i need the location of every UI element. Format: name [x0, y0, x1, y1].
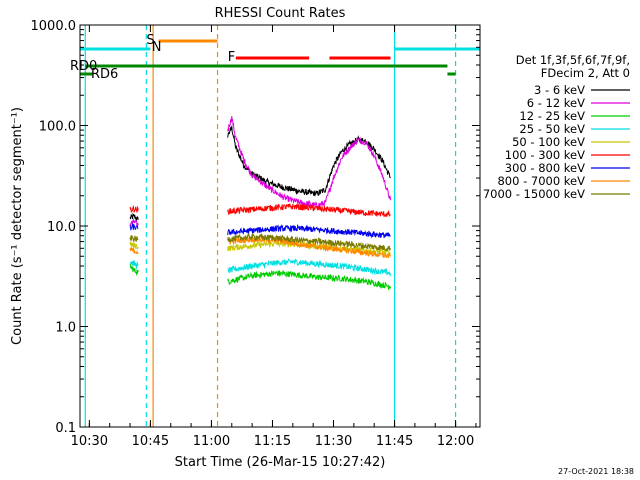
series-segment-5-1: [227, 202, 391, 218]
label-saa: S: [146, 33, 154, 48]
y-tick-label: 10.0: [47, 220, 76, 235]
series-layer: [129, 115, 391, 291]
series-12-25-kev: [129, 263, 391, 291]
label-night: N: [152, 40, 162, 55]
series-segment-2-0: [129, 263, 139, 277]
x-tick-label: 12:00: [437, 434, 474, 449]
series-segment-7-0: [129, 245, 139, 255]
legend-label: 12 - 25 keV: [519, 109, 585, 123]
x-tick-label: 11:45: [376, 434, 413, 449]
series-300-800-kev: [129, 222, 391, 239]
y-tick-label: 100.0: [39, 120, 76, 135]
series-segment-7-1: [227, 234, 391, 259]
series-3-6-kev: [129, 125, 391, 222]
x-axis-label: Start Time (26-Mar-15 10:27:42): [175, 455, 386, 470]
legend-header-line-1: Det 1f,3f,5f,6f,7f,9f,: [516, 53, 630, 67]
x-tick-label: 10:45: [132, 434, 169, 449]
legend-label: 7000 - 15000 keV: [483, 187, 585, 201]
label-flare: F: [228, 50, 235, 65]
series-segment-1-0: [129, 217, 139, 227]
legend-label: 800 - 7000 keV: [497, 174, 585, 188]
x-tick-label: 11:15: [254, 434, 291, 449]
label-rd6: RD6: [91, 67, 118, 82]
legend-label: 100 - 300 keV: [505, 148, 585, 162]
legend: Det 1f,3f,5f,6f,7f,9f, FDecim 2, Att 0 3…: [483, 53, 630, 201]
series-800-7000-kev: [129, 234, 391, 259]
x-tick-label: 11:00: [193, 434, 230, 449]
footer-date: 27-Oct-2021 18:38: [558, 467, 634, 476]
series-segment-3-0: [129, 259, 139, 270]
legend-label: 3 - 6 keV: [534, 83, 585, 97]
x-tick-label: 10:30: [71, 434, 108, 449]
series-segment-1-1: [227, 115, 391, 209]
legend-label: 50 - 100 keV: [512, 135, 585, 149]
series-segment-4-0: [129, 241, 139, 250]
legend-label: 25 - 50 keV: [519, 122, 585, 136]
series-7000-15000-kev: [129, 232, 391, 251]
series-6-12-kev: [129, 115, 391, 227]
series-segment-3-1: [227, 257, 391, 278]
y-tick-label: 1.0: [55, 321, 76, 336]
y-tick-label: 0.1: [55, 421, 76, 436]
y-axis-ticks: 0.1 1.0 10.0 100.0 1000.0: [31, 19, 480, 436]
x-tick-label: 11:30: [315, 434, 352, 449]
series-segment-0-0: [129, 212, 139, 222]
legend-label: 300 - 800 keV: [505, 161, 585, 175]
series-segment-0-1: [227, 125, 391, 197]
y-tick-label: 1000.0: [31, 19, 77, 34]
plot-frame: [79, 24, 481, 428]
series-100-300-kev: [129, 202, 391, 218]
legend-header-line-2: FDecim 2, Att 0: [541, 66, 630, 80]
series-25-50-kev: [129, 257, 391, 278]
x-axis-ticks: 10:30 10:45 11:00 11:15 11:30 11:45 12:00: [71, 25, 477, 449]
chart-title: RHESSI Count Rates: [215, 6, 346, 21]
label-rd0: RD0: [70, 59, 97, 74]
series-segment-8-1: [227, 232, 391, 251]
series-segment-2-1: [227, 269, 391, 291]
series-segment-5-0: [129, 204, 139, 214]
series-segment-6-0: [129, 222, 139, 232]
y-axis-label: Count Rate (s⁻¹ detector segment⁻¹): [10, 107, 25, 345]
legend-label: 6 - 12 keV: [527, 96, 585, 110]
series-segment-8-0: [129, 235, 139, 243]
series-segment-6-1: [227, 223, 391, 239]
